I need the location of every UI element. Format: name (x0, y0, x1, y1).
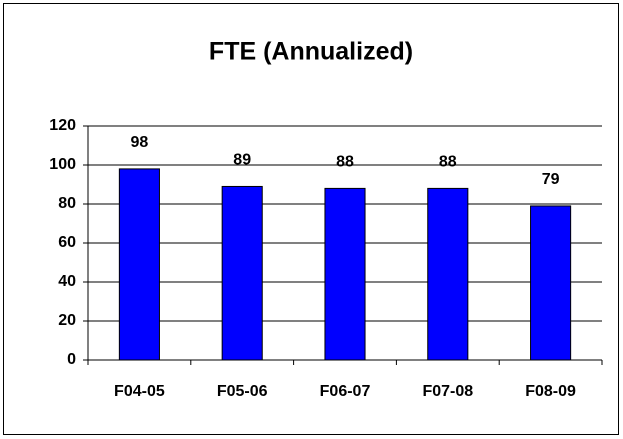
y-tick-label: 100 (49, 156, 76, 173)
x-tick-label: F05-06 (217, 383, 268, 400)
y-tick-label: 120 (49, 117, 76, 134)
data-label: 79 (542, 171, 560, 188)
y-tick-label: 0 (67, 351, 76, 368)
x-tick-label: F04-05 (114, 383, 165, 400)
x-tick-label: F08-09 (525, 383, 576, 400)
y-tick-label: 20 (58, 312, 76, 329)
y-tick-label: 60 (58, 234, 76, 251)
chart-border (3, 3, 619, 435)
x-tick-label: F06-07 (320, 383, 371, 400)
data-label: 89 (233, 152, 251, 169)
bar (118, 168, 160, 361)
data-label: 88 (439, 154, 457, 171)
bar (530, 205, 572, 361)
bar (324, 187, 366, 361)
bar (221, 185, 263, 361)
y-tick-label: 40 (58, 273, 76, 290)
bar (427, 187, 469, 361)
y-tick-label: 80 (58, 195, 76, 212)
x-tick-label: F07-08 (422, 383, 473, 400)
data-label: 98 (131, 134, 149, 151)
data-label: 88 (336, 154, 354, 171)
chart-title: FTE (Annualized) (209, 38, 413, 66)
